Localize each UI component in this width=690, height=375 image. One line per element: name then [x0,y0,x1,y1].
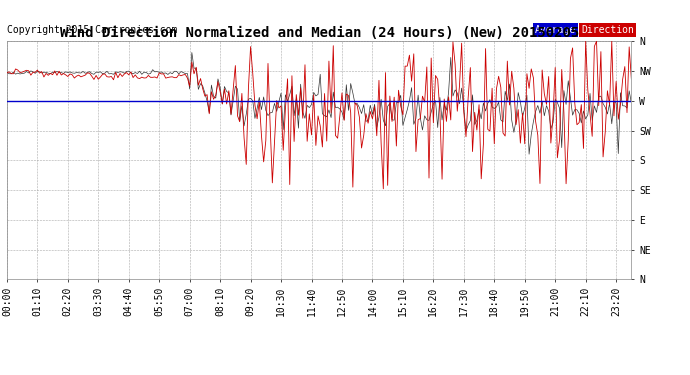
Text: Average: Average [535,25,575,35]
Text: Direction: Direction [582,25,634,35]
Title: Wind Direction Normalized and Median (24 Hours) (New) 20150205: Wind Direction Normalized and Median (24… [59,26,579,40]
Text: Copyright 2015 Cartronics.com: Copyright 2015 Cartronics.com [7,25,177,35]
